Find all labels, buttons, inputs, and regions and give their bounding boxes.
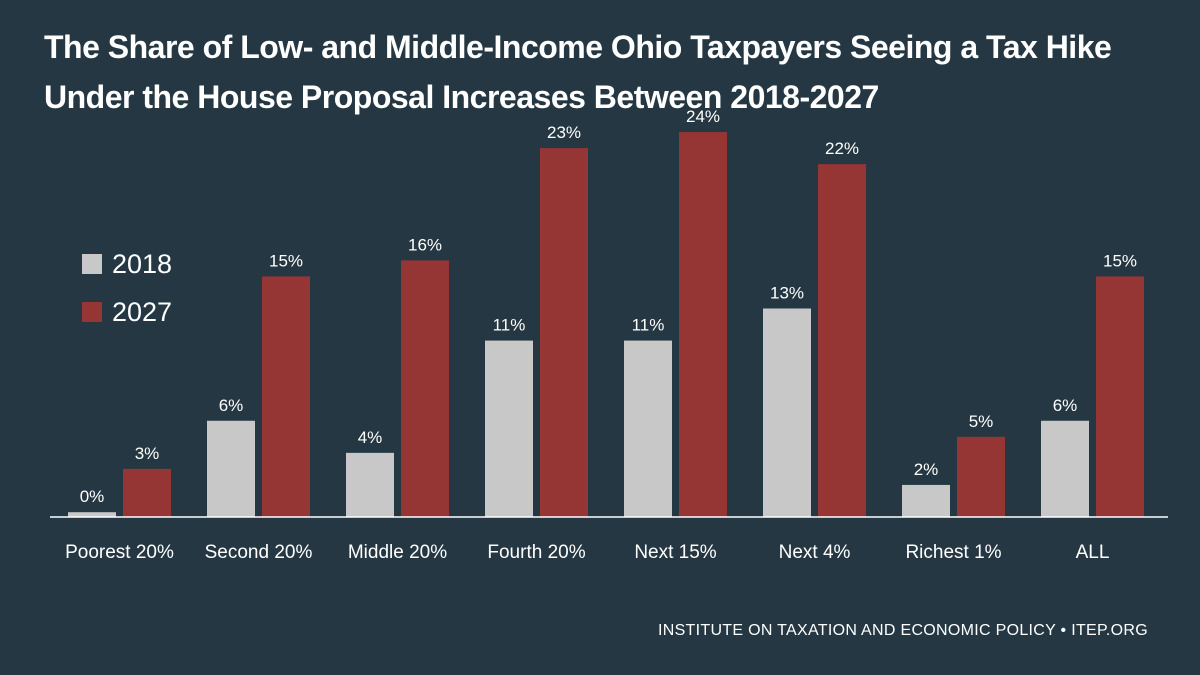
bar-2018-all — [1041, 420, 1089, 517]
chart-title: The Share of Low- and Middle-Income Ohio… — [44, 29, 1112, 115]
bar-2018-next-4 — [763, 308, 811, 517]
bar-2027-poorest-20 — [123, 468, 171, 517]
legend: 2018 2027 — [82, 247, 172, 343]
x-tick-label-next-15: Next 15% — [634, 542, 716, 563]
x-tick-label-poorest-20: Poorest 20% — [65, 542, 174, 563]
bar-2027-next-4 — [818, 164, 866, 517]
data-label-2018-poorest-20: 0% — [80, 487, 105, 506]
legend-label-2027: 2027 — [112, 296, 173, 327]
x-tick-label-second-20: Second 20% — [205, 542, 313, 563]
legend-label-2018: 2018 — [112, 248, 173, 279]
data-label-2027-next-4: 22% — [825, 139, 859, 158]
bar-2027-all — [1096, 276, 1144, 517]
data-label-2018-middle-20: 4% — [358, 428, 383, 447]
data-label-2018-all: 6% — [1053, 396, 1078, 415]
data-label-2027-fourth-20: 23% — [547, 123, 581, 142]
x-tick-label-fourth-20: Fourth 20% — [487, 542, 585, 563]
bar-2027-middle-20 — [401, 260, 449, 517]
data-label-2027-second-20: 15% — [269, 251, 303, 270]
data-label-2027-middle-20: 16% — [408, 235, 442, 254]
x-tick-label-richest-1: Richest 1% — [905, 542, 1001, 563]
x-tick-label-next-4: Next 4% — [779, 542, 851, 563]
data-label-2018-richest-1: 2% — [914, 460, 939, 479]
bar-2018-poorest-20 — [68, 512, 116, 517]
data-label-2018-next-4: 13% — [770, 284, 804, 303]
data-label-2027-poorest-20: 3% — [135, 444, 160, 463]
bar-2018-next-15 — [624, 340, 672, 517]
x-tick-label-all: ALL — [1076, 542, 1110, 563]
bar-2018-second-20 — [207, 420, 255, 517]
bar-2027-fourth-20 — [540, 148, 588, 517]
data-label-2018-next-15: 11% — [632, 316, 665, 335]
x-tick-label-middle-20: Middle 20% — [348, 542, 447, 563]
data-label-2027-richest-1: 5% — [969, 412, 994, 431]
legend-item-2018: 2018 — [82, 247, 172, 281]
legend-swatch-2027 — [82, 302, 102, 322]
legend-swatch-2018 — [82, 254, 102, 274]
data-label-2018-fourth-20: 11% — [493, 316, 526, 335]
footer-credit: INSTITUTE ON TAXATION AND ECONOMIC POLIC… — [657, 622, 1148, 639]
bar-2018-fourth-20 — [485, 340, 533, 517]
bar-2027-richest-1 — [957, 436, 1005, 517]
data-label-2027-next-15: 24% — [686, 107, 720, 126]
legend-item-2027: 2027 — [82, 295, 172, 329]
data-label-2027-all: 15% — [1103, 251, 1137, 270]
data-label-2018-second-20: 6% — [219, 396, 244, 415]
bar-2027-next-15 — [679, 132, 727, 518]
bar-2018-middle-20 — [346, 452, 394, 517]
bar-2027-second-20 — [262, 276, 310, 517]
bar-2018-richest-1 — [902, 484, 950, 517]
